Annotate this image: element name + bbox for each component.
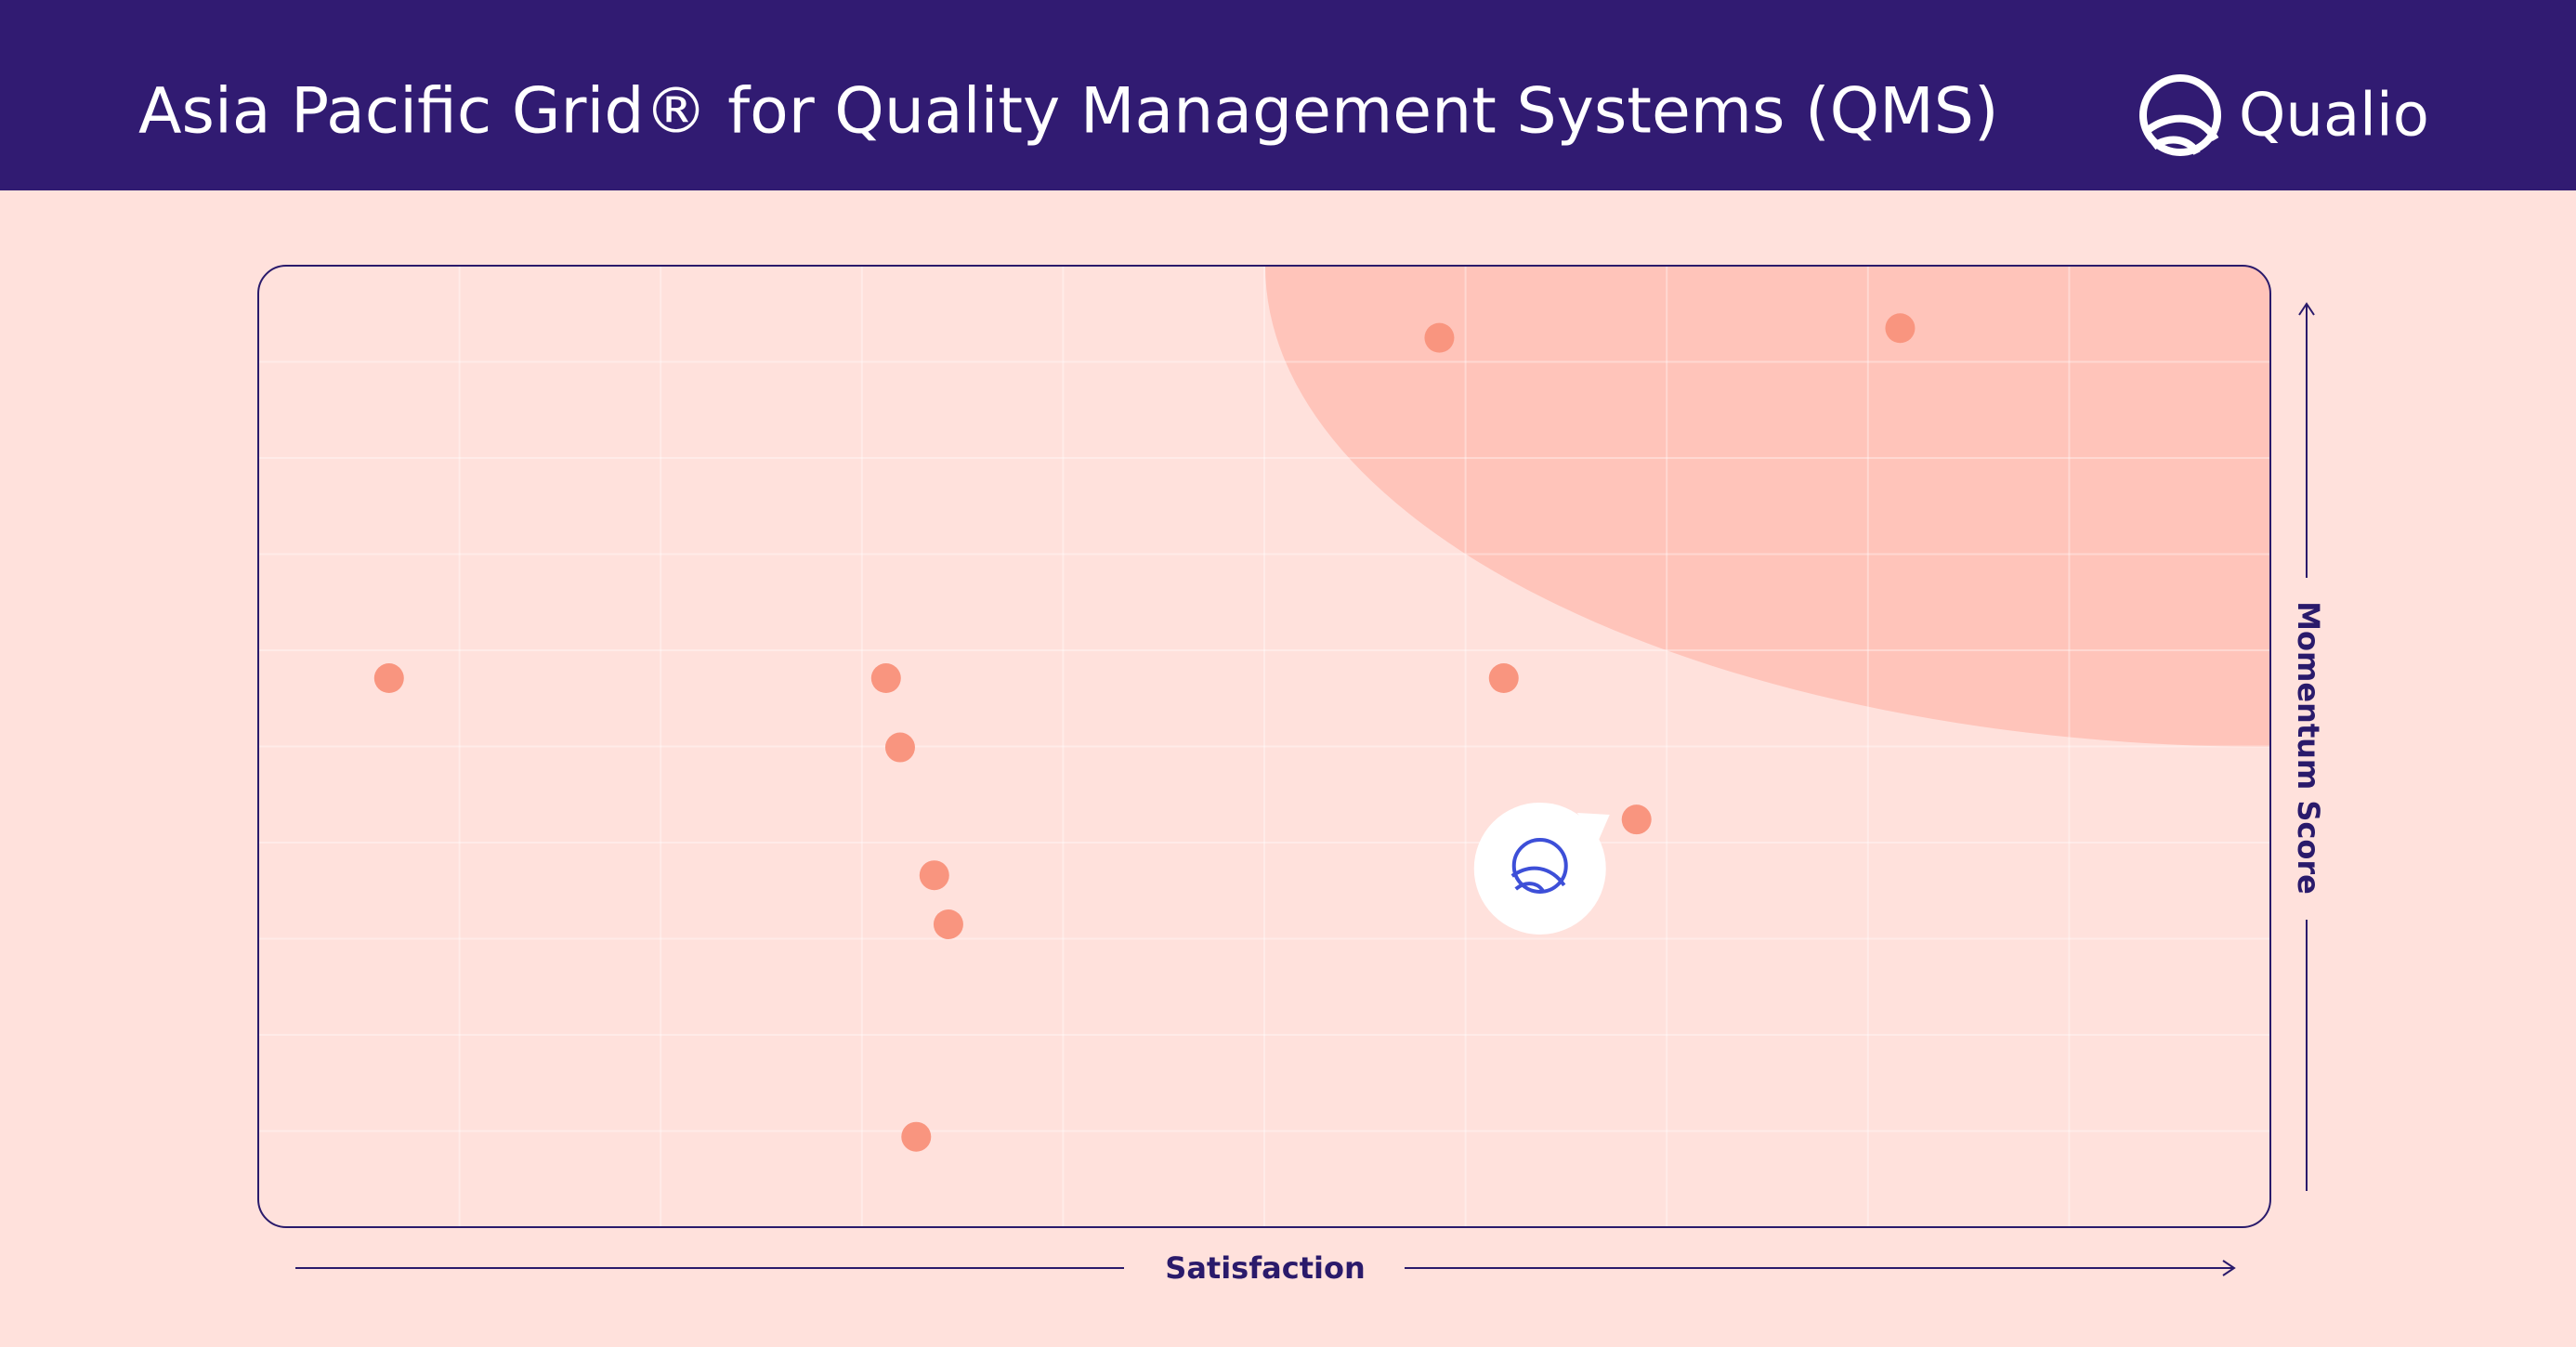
point: [1885, 313, 1916, 344]
highlight-marker: [1473, 802, 1610, 935]
brand-name: Qualio: [2239, 82, 2429, 150]
marker-logo: [1510, 866, 1566, 887]
points: [373, 313, 1916, 1152]
point: [870, 663, 901, 694]
point: [1621, 804, 1652, 835]
point: [933, 909, 963, 939]
point: [1488, 663, 1519, 694]
grid: [258, 266, 2270, 1227]
plot-area: [258, 266, 2270, 1227]
x-axis-label: Satisfaction: [1165, 1250, 1365, 1286]
axis-arrows: [295, 302, 2315, 1276]
marker-logo: [1514, 882, 1546, 894]
plot-frame: [257, 265, 2271, 1228]
marker-logo: [1511, 837, 1568, 894]
marker-tail: [1576, 812, 1610, 843]
point: [884, 732, 915, 763]
point: [919, 860, 949, 891]
point: [1424, 322, 1455, 353]
point: [901, 1121, 932, 1152]
y-axis-label: Momentum Score: [2291, 601, 2326, 895]
point: [373, 663, 404, 694]
brand-logo: [2139, 74, 2221, 156]
leader-region: [1265, 266, 2270, 747]
chart-title: Asia Pacific Grid® for Quality Managemen…: [138, 75, 1998, 149]
